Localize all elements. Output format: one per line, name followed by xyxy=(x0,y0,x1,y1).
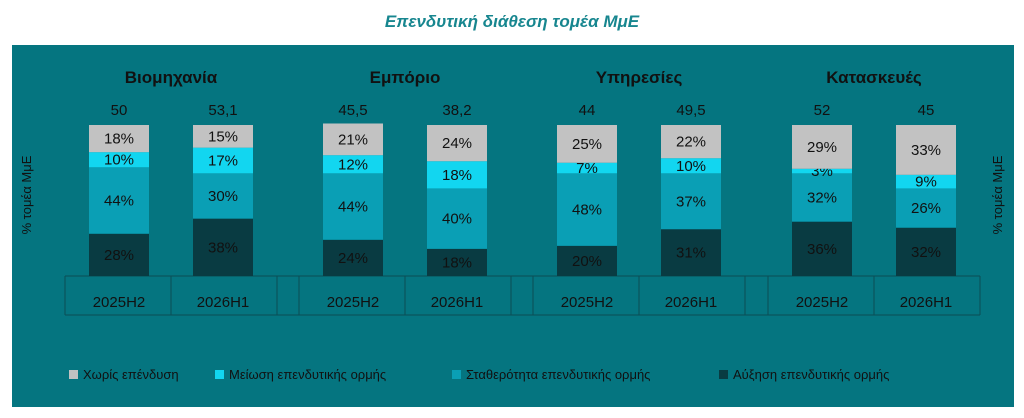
bar-value-label: 18% xyxy=(442,167,472,184)
bar-segment xyxy=(427,125,487,162)
bar-segment xyxy=(661,173,721,230)
chart-title: Επενδυτική διάθεση τομέα ΜμΕ xyxy=(384,12,640,31)
bar-total-label: 53,1 xyxy=(208,102,237,119)
bar-segment xyxy=(193,147,253,174)
category-label: 2026H1 xyxy=(900,294,953,311)
bar-segment xyxy=(792,173,852,222)
y-axis-label-left: % τομέα ΜμΕ xyxy=(19,155,34,234)
category-label: 2025H2 xyxy=(561,294,614,311)
bar-segment xyxy=(427,248,487,276)
category-label: 2025H2 xyxy=(93,294,146,311)
bar-segment xyxy=(792,125,852,169)
bar-segment xyxy=(557,173,617,246)
category-label: 2025H2 xyxy=(796,294,849,311)
bar-value-label: 31% xyxy=(676,245,706,262)
bar-segment xyxy=(661,158,721,174)
bar-value-label: 30% xyxy=(208,188,238,205)
bar-value-label: 25% xyxy=(572,136,602,153)
bar-value-label: 33% xyxy=(911,142,941,159)
bar-segment xyxy=(323,173,383,240)
bar-segment xyxy=(557,162,617,174)
bar-value-label: 21% xyxy=(338,131,368,148)
bar-total-label: 45,5 xyxy=(338,102,367,119)
bar-value-label: 9% xyxy=(915,174,937,191)
bar-value-label: 32% xyxy=(807,189,837,206)
bar-segment xyxy=(193,218,253,276)
legend-label: Αύξηση επενδυτικής ορμής xyxy=(733,367,889,382)
legend-swatch xyxy=(452,370,461,379)
bar-value-label: 28% xyxy=(104,247,134,264)
legend-label: Χωρίς επένδυση xyxy=(83,367,179,382)
bar-value-label: 22% xyxy=(676,134,706,151)
legend-swatch xyxy=(69,370,78,379)
bar-value-label: 15% xyxy=(208,128,238,145)
bar-segment xyxy=(792,221,852,276)
bar-value-label: 44% xyxy=(338,199,368,216)
bar-value-label: 37% xyxy=(676,193,706,210)
bar-total-label: 52 xyxy=(814,102,831,119)
bar-total-label: 38,2 xyxy=(442,102,471,119)
category-label: 2025H2 xyxy=(327,294,380,311)
bar-segment xyxy=(661,125,721,159)
y-axis-label-right: % τομέα ΜμΕ xyxy=(990,155,1005,234)
bar-value-label: 10% xyxy=(104,152,134,169)
bar-value-label: 44% xyxy=(104,193,134,210)
bar-segment xyxy=(193,125,253,148)
bar-segment xyxy=(896,188,956,228)
bar-segment xyxy=(323,123,383,156)
legend-swatch xyxy=(719,370,728,379)
bar-value-label: 7% xyxy=(576,160,598,177)
category-label: 2026H1 xyxy=(665,294,718,311)
bar-value-label: 24% xyxy=(442,135,472,152)
bar-segment xyxy=(896,174,956,189)
group-title: Εμπόριο xyxy=(370,68,441,87)
group-title: Υπηρεσίες xyxy=(596,68,683,87)
bar-segment xyxy=(89,125,149,153)
bar-segment xyxy=(661,229,721,276)
legend-label: Μείωση επενδυτικής ορμής xyxy=(229,367,386,382)
bar-value-label: 24% xyxy=(338,250,368,267)
bar-total-label: 50 xyxy=(111,102,128,119)
bar-total-label: 49,5 xyxy=(676,102,705,119)
chart-panel: % τομέα ΜμΕ % τομέα ΜμΕ Βιομηχανία 50 28% 44%… xyxy=(12,45,1014,407)
bar-value-label: 12% xyxy=(338,156,368,173)
bar-value-label: 20% xyxy=(572,253,602,270)
bar-segment xyxy=(557,125,617,163)
bar-value-label: 18% xyxy=(442,254,472,271)
category-label: 2026H1 xyxy=(431,294,484,311)
bar-segment xyxy=(896,125,956,175)
bar-total-label: 45 xyxy=(918,102,935,119)
bar-value-label: 17% xyxy=(208,152,238,169)
bar-total-label: 44 xyxy=(579,102,596,119)
bar-segment xyxy=(896,227,956,276)
group-title: Βιομηχανία xyxy=(125,68,218,87)
group-title: Κατασκευές xyxy=(826,68,922,87)
bar-value-label: 36% xyxy=(807,241,837,258)
bar-value-label: 32% xyxy=(911,244,941,261)
bar-segment xyxy=(193,173,253,219)
bar-segment xyxy=(427,161,487,189)
bar-segment xyxy=(427,188,487,249)
category-label: 2026H1 xyxy=(197,294,250,311)
bar-segment xyxy=(792,168,852,174)
bar-segment xyxy=(557,245,617,276)
bar-value-label: 10% xyxy=(676,158,706,175)
bar-value-label: 38% xyxy=(208,239,238,256)
legend-swatch xyxy=(215,370,224,379)
bar-value-label: 29% xyxy=(807,139,837,156)
bar-segment xyxy=(89,167,149,234)
bar-segment xyxy=(89,152,149,168)
legend-label: Σταθερότητα επενδυτικής ορμής xyxy=(466,367,650,382)
bar-value-label: 18% xyxy=(104,131,134,148)
bar-segment xyxy=(323,239,383,276)
bar-value-label: 26% xyxy=(911,200,941,217)
bar-segment xyxy=(323,155,383,174)
bar-value-label: 48% xyxy=(572,202,602,219)
bar-value-label: 40% xyxy=(442,211,472,228)
stacked-bar-chart: % τομέα ΜμΕ % τομέα ΜμΕ Βιομηχανία 50 28% 44%… xyxy=(19,68,1005,382)
bar-segment xyxy=(89,233,149,276)
